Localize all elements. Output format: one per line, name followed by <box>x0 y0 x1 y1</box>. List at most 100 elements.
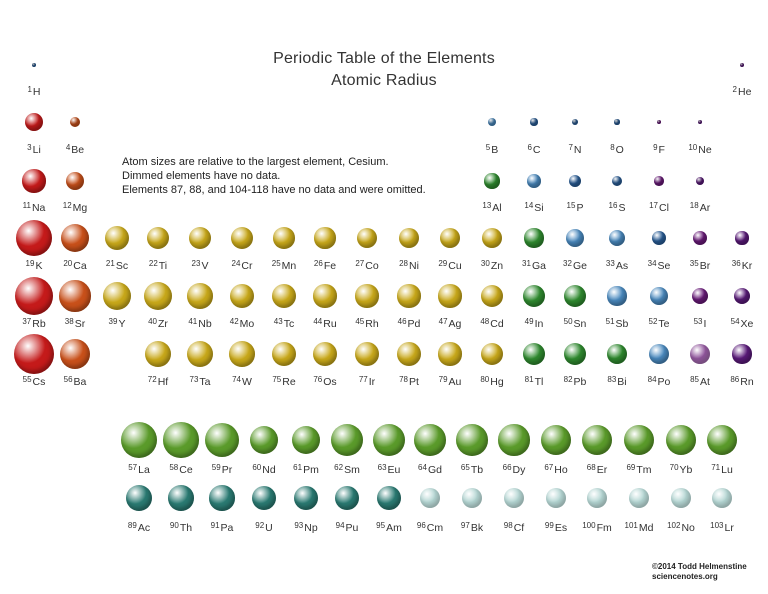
element-label-rn: 86Rn <box>730 375 753 388</box>
atom-zr <box>144 282 172 310</box>
atomic-number: 97 <box>460 521 470 530</box>
element-label-cr: 24Cr <box>232 259 253 272</box>
atomic-number: 47 <box>438 317 448 326</box>
element-symbol: He <box>738 86 752 98</box>
atomic-number: 33 <box>605 259 615 268</box>
atom-po <box>649 344 669 364</box>
element-label-lr: 103Lr <box>710 521 734 534</box>
atom-la <box>121 422 157 458</box>
atom-i <box>691 287 709 305</box>
element-symbol: Be <box>71 144 85 156</box>
element-symbol: W <box>241 376 252 388</box>
atom-gd <box>414 424 446 456</box>
atomic-number: 83 <box>607 375 617 384</box>
element-label-ho: 67Ho <box>544 463 567 476</box>
atomic-number: 76 <box>313 375 323 384</box>
atom-c <box>530 118 538 126</box>
element-symbol: Th <box>179 522 193 534</box>
atomic-number: 61 <box>293 463 303 472</box>
atomic-number: 31 <box>522 259 531 268</box>
element-symbol: Cr <box>241 260 253 272</box>
element-label-er: 68Er <box>587 463 607 476</box>
atomic-number: 62 <box>334 463 344 472</box>
element-label-os: 76Os <box>313 375 336 388</box>
atomic-number: 93 <box>294 521 304 530</box>
element-symbol: Tb <box>470 464 484 476</box>
atom-rn <box>732 344 752 364</box>
element-label-na: 11Na <box>23 201 46 214</box>
element-symbol: Xe <box>740 318 754 330</box>
element-symbol: Mg <box>72 202 88 214</box>
element-label-cu: 29Cu <box>438 259 461 272</box>
atomic-number: 32 <box>563 259 572 268</box>
atom-sm <box>330 423 364 457</box>
atom-na <box>22 169 46 193</box>
atomic-number: 73 <box>189 375 199 384</box>
element-symbol: S <box>618 202 626 214</box>
element-label-ar: 18Ar <box>690 201 710 214</box>
element-label-ru: 44Ru <box>313 317 336 330</box>
element-symbol: Bi <box>617 376 627 388</box>
element-symbol: P <box>576 202 584 214</box>
element-label-re: 75Re <box>272 375 295 388</box>
element-symbol: Tl <box>534 376 544 388</box>
element-label-f: 9F <box>653 143 665 156</box>
atomic-number: 29 <box>438 259 448 268</box>
atom-os <box>312 341 338 367</box>
element-symbol: Y <box>118 318 126 330</box>
atomic-number: 67 <box>544 463 554 472</box>
atomic-number: 19 <box>25 259 35 268</box>
element-symbol: Cu <box>448 260 462 272</box>
atomic-number: 51 <box>605 317 615 326</box>
atom-y <box>102 281 132 311</box>
atomic-number: 4 <box>65 143 71 152</box>
credit-author: ©2014 Todd Helmenstine <box>652 562 747 571</box>
element-symbol: Ni <box>408 260 419 272</box>
atom-rh <box>355 284 379 308</box>
atomic-number: 38 <box>64 317 74 326</box>
element-symbol: Os <box>323 376 337 388</box>
atomic-number: 94 <box>335 521 345 530</box>
element-label-pa: 91Pa <box>211 521 234 534</box>
element-label-tl: 81Tl <box>525 375 544 388</box>
element-symbol: Rb <box>32 318 46 330</box>
atomic-number: 95 <box>376 521 386 530</box>
atom-cu <box>439 227 461 249</box>
atomic-number: 30 <box>480 259 490 268</box>
element-symbol: As <box>615 260 629 272</box>
atom-ge <box>565 228 585 248</box>
element-label-ge: 32Ge <box>563 259 587 272</box>
atomic-number: 9 <box>653 143 658 152</box>
element-label-bk: 97Bk <box>461 521 483 534</box>
atomic-number: 24 <box>231 259 241 268</box>
atom-cr <box>231 227 253 249</box>
element-label-hg: 80Hg <box>480 375 503 388</box>
element-symbol: Ti <box>158 260 168 272</box>
atom-ta <box>186 340 214 368</box>
element-label-rb: 37Rb <box>22 317 45 330</box>
atomic-number: 46 <box>397 317 407 326</box>
atomic-number: 20 <box>63 259 73 268</box>
element-label-ni: 28Ni <box>399 259 419 272</box>
atom-ba <box>59 338 91 370</box>
element-label-mg: 12Mg <box>63 201 88 214</box>
atom-tb <box>456 424 488 456</box>
atom-cd <box>480 284 504 308</box>
atom-v <box>189 227 211 249</box>
element-label-te: 52Te <box>649 317 670 330</box>
element-label-cs: 55Cs <box>23 375 46 388</box>
element-label-ac: 89Ac <box>128 521 150 534</box>
atom-li <box>24 112 44 132</box>
atomic-number: 13 <box>482 201 492 210</box>
atomic-number: 102 <box>667 521 681 530</box>
atomic-number: 12 <box>62 201 72 210</box>
atom-hf <box>144 340 172 368</box>
element-label-hf: 72Hf <box>148 375 168 388</box>
atomic-number: 45 <box>355 317 365 326</box>
atom-co <box>356 227 378 249</box>
element-label-pm: 61Pm <box>293 463 319 476</box>
atom-ru <box>313 284 337 308</box>
element-label-b: 5B <box>486 143 498 156</box>
element-symbol: O <box>615 144 624 156</box>
atomic-number: 23 <box>191 259 201 268</box>
